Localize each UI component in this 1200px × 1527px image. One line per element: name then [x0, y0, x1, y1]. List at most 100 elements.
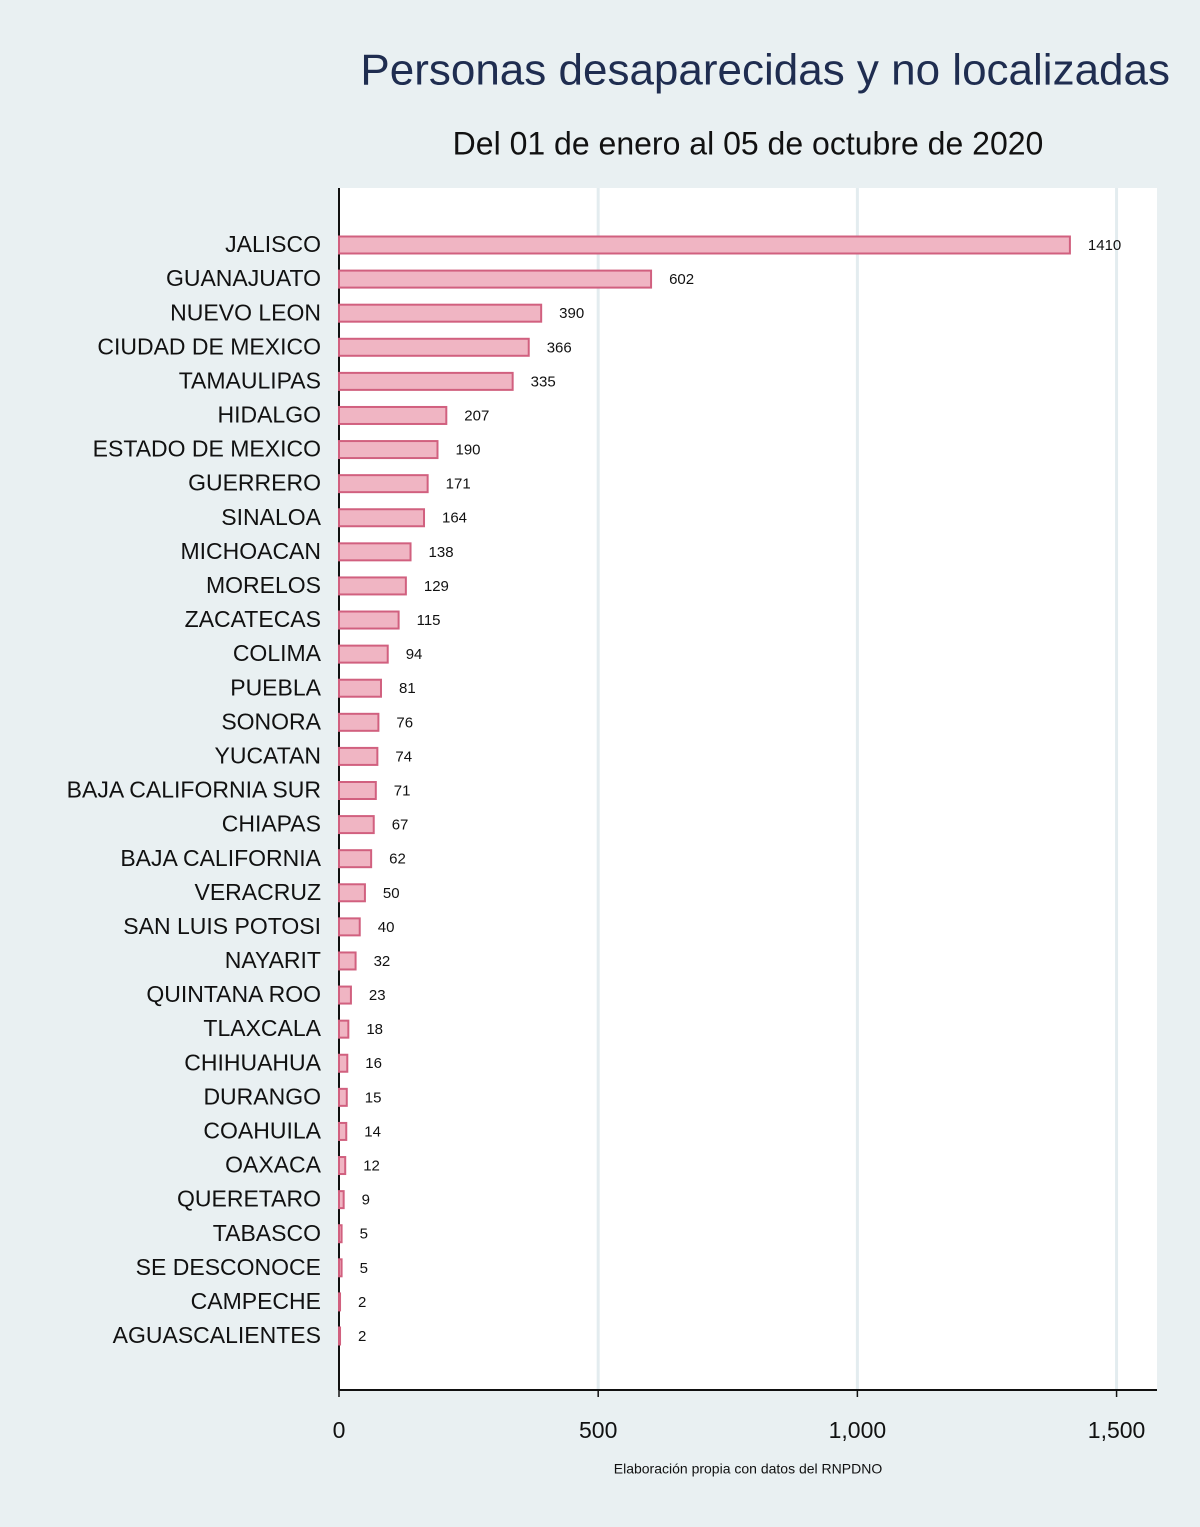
y-tick-label: SAN LUIS POTOSI — [123, 913, 321, 939]
value-label: 62 — [389, 851, 406, 868]
bar — [338, 1190, 345, 1210]
y-tick-label: CHIAPAS — [222, 811, 321, 837]
bar — [338, 542, 412, 562]
y-tick-label: SONORA — [221, 708, 321, 734]
value-label: 115 — [417, 612, 441, 629]
y-tick-label: QUERETARO — [177, 1186, 321, 1212]
value-label: 335 — [531, 373, 556, 390]
bar — [338, 883, 366, 903]
value-label: 50 — [383, 885, 400, 902]
y-tick-label: MORELOS — [206, 572, 321, 598]
y-tick-label: CAMPECHE — [191, 1288, 321, 1314]
bar — [338, 1121, 348, 1141]
value-label: 76 — [396, 714, 413, 731]
y-tick-label: ZACATECAS — [185, 606, 321, 632]
x-tick-label: 1,000 — [829, 1417, 887, 1443]
value-label: 23 — [369, 987, 386, 1004]
value-label: 5 — [360, 1226, 368, 1243]
bar — [338, 781, 377, 800]
bar — [338, 678, 382, 698]
value-label: 602 — [669, 271, 694, 288]
value-label: 32 — [374, 953, 391, 970]
bar — [338, 269, 653, 289]
bar — [338, 371, 514, 391]
y-tick-label: JALISCO — [225, 231, 321, 257]
value-label: 71 — [394, 782, 411, 799]
bar — [338, 712, 380, 732]
value-label: 366 — [547, 339, 572, 356]
value-label: 171 — [446, 476, 471, 493]
y-tick-label: COAHUILA — [203, 1118, 321, 1144]
value-label: 129 — [424, 578, 449, 595]
y-tick-label: OAXACA — [225, 1152, 322, 1178]
y-tick-label: NAYARIT — [225, 947, 321, 973]
y-tick-label: DURANGO — [203, 1083, 321, 1109]
bar — [338, 440, 439, 460]
value-label: 15 — [365, 1089, 382, 1106]
y-tick-label: CHIHUAHUA — [184, 1049, 321, 1075]
bar — [338, 644, 389, 664]
y-tick-label: MICHOACAN — [180, 538, 321, 564]
bar — [338, 1224, 343, 1244]
bar — [338, 1292, 342, 1312]
value-label: 164 — [442, 510, 467, 527]
bar — [338, 917, 361, 937]
value-label: 81 — [399, 680, 416, 697]
bar — [338, 849, 373, 869]
value-label: 74 — [395, 748, 412, 765]
value-label: 190 — [455, 442, 480, 459]
y-tick-label: NUEVO LEON — [170, 299, 321, 325]
bar — [338, 815, 375, 835]
value-label: 2 — [358, 1294, 366, 1311]
bar — [338, 405, 448, 425]
y-tick-label: ESTADO DE MEXICO — [93, 436, 321, 462]
bar — [338, 474, 429, 494]
bar — [338, 508, 426, 528]
chart-subtitle: Del 01 de enero al 05 de octubre de 2020 — [453, 125, 1044, 161]
y-tick-label: BAJA CALIFORNIA — [120, 845, 321, 871]
bar — [338, 1156, 347, 1176]
y-tick-label: BAJA CALIFORNIA SUR — [67, 777, 321, 803]
y-tick-label: GUERRERO — [188, 470, 321, 496]
y-tick-label: CIUDAD DE MEXICO — [97, 333, 321, 359]
y-tick-label: VERACRUZ — [194, 879, 321, 905]
value-label: 2 — [358, 1328, 366, 1345]
y-tick-label: QUINTANA ROO — [146, 981, 321, 1007]
y-tick-label: AGUASCALIENTES — [113, 1322, 321, 1348]
source-note: Elaboración propia con datos del RNPDNO — [614, 1461, 883, 1477]
value-label: 14 — [364, 1123, 381, 1140]
value-label: 67 — [392, 817, 409, 834]
value-label: 18 — [366, 1021, 383, 1038]
bar — [338, 1258, 343, 1278]
y-tick-label: TAMAULIPAS — [179, 367, 321, 393]
value-label: 9 — [362, 1192, 370, 1209]
value-label: 390 — [559, 305, 584, 322]
x-tick-label: 1,500 — [1088, 1417, 1146, 1443]
y-tick-label: COLIMA — [233, 640, 322, 666]
value-label: 16 — [365, 1055, 382, 1072]
x-tick-label: 500 — [579, 1417, 617, 1443]
y-tick-label: SINALOA — [221, 504, 321, 530]
value-label: 12 — [363, 1158, 380, 1175]
y-tick-label: TLAXCALA — [203, 1015, 321, 1041]
bar — [338, 1019, 350, 1039]
bar — [338, 1053, 349, 1073]
value-label: 1410 — [1088, 237, 1121, 254]
bar — [338, 303, 543, 323]
bar — [338, 951, 357, 971]
y-tick-label: SE DESCONOCE — [136, 1254, 321, 1280]
y-tick-label: PUEBLA — [230, 674, 321, 700]
y-tick-label: HIDALGO — [217, 402, 321, 428]
bar — [338, 610, 400, 630]
bar — [338, 337, 530, 357]
bar — [338, 1326, 342, 1346]
value-label: 40 — [378, 919, 395, 936]
y-tick-label: GUANAJUATO — [166, 265, 321, 291]
value-label: 207 — [464, 407, 489, 424]
chart-title: Personas desaparecidas y no localizadas — [360, 46, 1170, 95]
bar — [338, 576, 407, 596]
bar — [338, 1087, 348, 1107]
value-label: 138 — [429, 544, 454, 561]
bar — [338, 985, 352, 1005]
